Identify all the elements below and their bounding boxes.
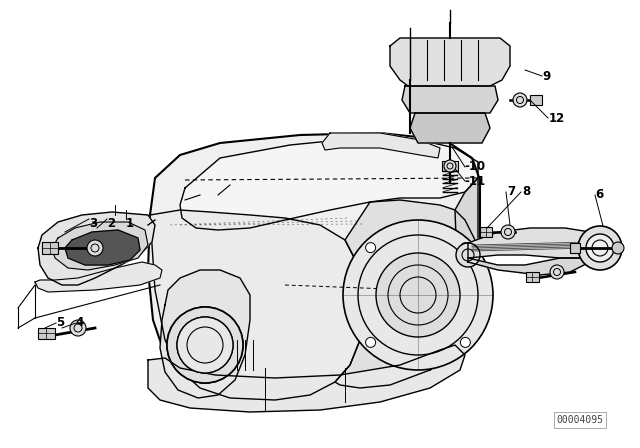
Circle shape [87,240,103,256]
Text: 9: 9 [543,69,551,83]
FancyBboxPatch shape [442,161,458,171]
FancyBboxPatch shape [38,328,55,339]
Text: 12: 12 [549,112,565,125]
Circle shape [501,225,515,239]
Circle shape [70,320,86,336]
Circle shape [167,307,243,383]
FancyBboxPatch shape [530,95,542,105]
Text: 7: 7 [508,185,516,198]
Circle shape [365,243,376,253]
Circle shape [460,243,470,253]
Circle shape [460,337,470,347]
Circle shape [343,220,493,370]
Polygon shape [150,210,362,400]
Circle shape [177,317,233,373]
Polygon shape [402,86,498,113]
Text: 5: 5 [56,316,65,329]
Text: -11: -11 [465,175,486,188]
Polygon shape [160,270,250,398]
Circle shape [612,242,624,254]
Text: 8: 8 [522,185,531,198]
Text: 3: 3 [90,216,98,230]
Polygon shape [52,222,148,270]
Polygon shape [390,38,510,86]
Circle shape [444,160,456,172]
FancyBboxPatch shape [570,243,580,253]
Circle shape [177,317,233,373]
Polygon shape [180,138,478,230]
Circle shape [456,243,480,267]
Text: -10: -10 [465,160,486,173]
Polygon shape [430,178,478,370]
Circle shape [167,307,243,383]
Polygon shape [468,258,590,275]
Circle shape [586,234,614,262]
Polygon shape [35,262,162,292]
Circle shape [365,337,376,347]
Polygon shape [38,212,155,285]
Polygon shape [335,200,478,388]
Polygon shape [65,230,140,265]
Polygon shape [322,133,440,158]
Text: 4: 4 [76,316,84,329]
Text: 00004095: 00004095 [557,415,604,425]
Circle shape [513,93,527,107]
Circle shape [578,226,622,270]
Polygon shape [148,345,465,412]
FancyBboxPatch shape [480,227,492,237]
Polygon shape [468,228,600,258]
Polygon shape [410,113,490,143]
Circle shape [550,265,564,279]
FancyBboxPatch shape [526,272,539,282]
Text: 2: 2 [108,216,116,230]
Circle shape [376,253,460,337]
Text: 1: 1 [126,216,134,230]
Polygon shape [148,133,480,398]
Text: 6: 6 [595,188,604,202]
FancyBboxPatch shape [42,242,58,254]
